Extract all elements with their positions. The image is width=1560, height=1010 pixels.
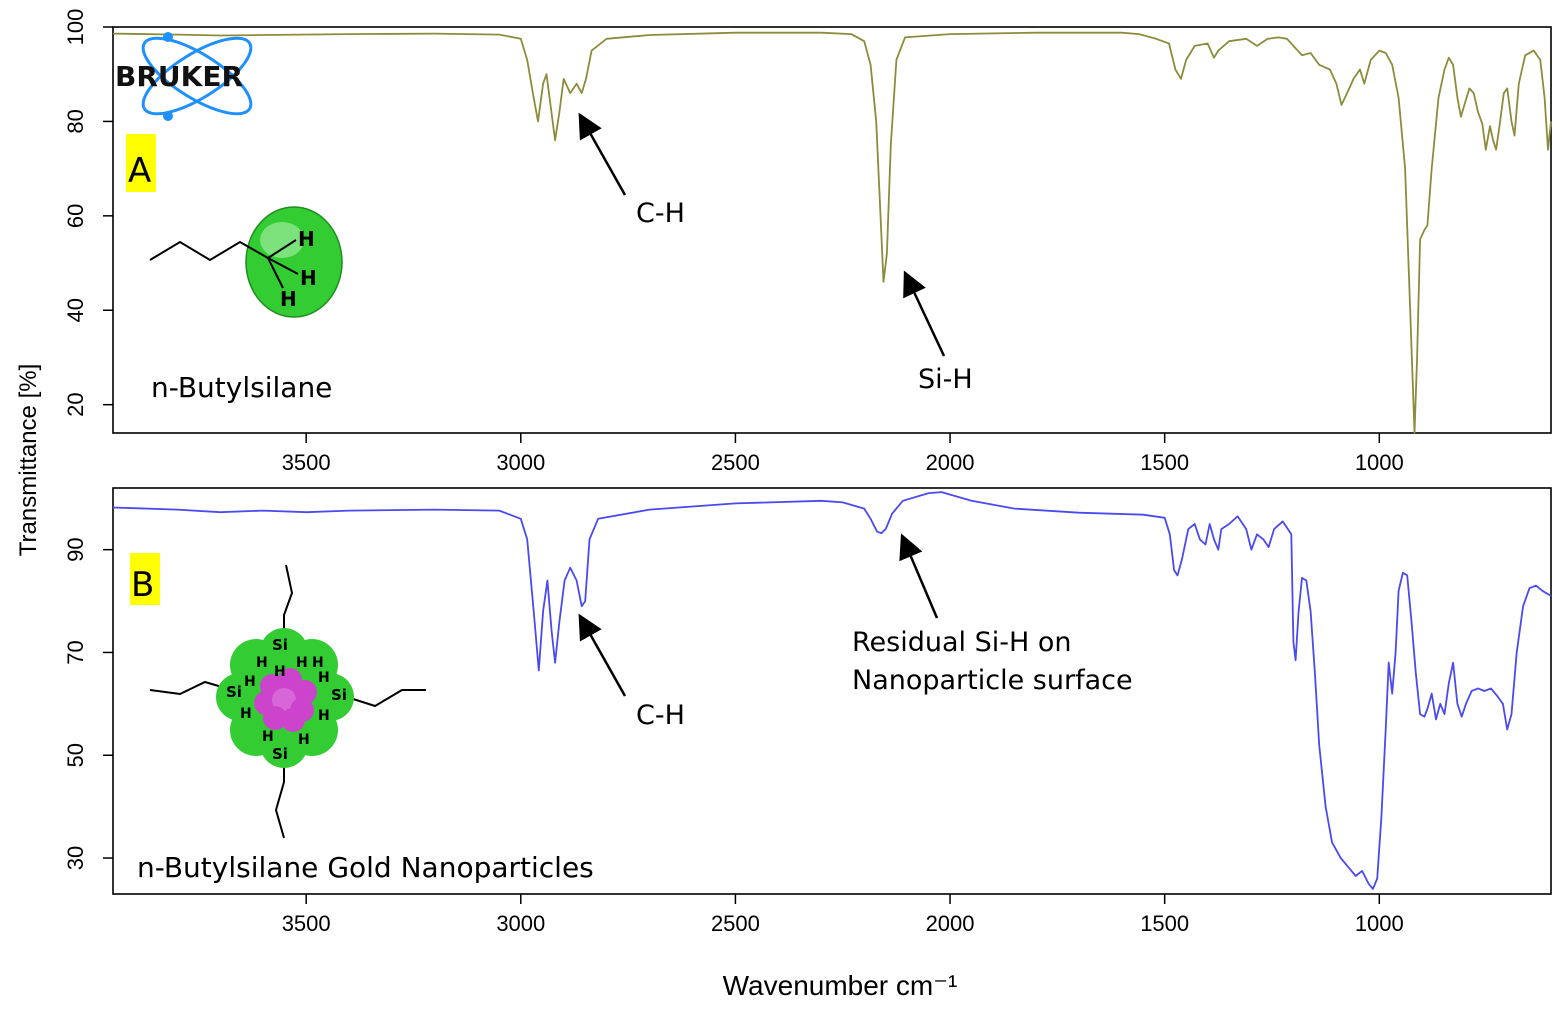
- n-butylsilane-structure: H H H: [149, 206, 343, 318]
- ticks-layer: 3500 3000 2500 2000 1500 1000 20 40 60 80 100 3500 3…: [63, 9, 1404, 936]
- atom-orbit-icon: [141, 32, 253, 121]
- y-tick-label: 70: [63, 640, 88, 664]
- panel-b-letter: B: [131, 565, 154, 605]
- svg-text:Nanoparticle surface: Nanoparticle surface: [852, 665, 1133, 696]
- annotation-a-sih: Si-H: [903, 270, 973, 395]
- gold-nanoparticle-structure: Si Si Si Si H H H H H H H H H H: [149, 564, 426, 839]
- panel-b-highlight: [130, 553, 160, 605]
- bruker-logo: BRUKER: [115, 32, 253, 121]
- y-tick-label: 50: [63, 743, 88, 767]
- svg-text:Residual Si-H on: Residual Si-H on: [852, 627, 1072, 658]
- svg-text:H: H: [312, 655, 324, 671]
- gold-cluster: [254, 668, 317, 732]
- y-tick-label: 30: [63, 846, 88, 870]
- svg-text:Si: Si: [272, 745, 288, 763]
- svg-text:H: H: [244, 674, 256, 690]
- series-layer: [112, 31, 1552, 890]
- x-tick-label: 2000: [926, 450, 975, 475]
- x-tick-label: 2500: [711, 911, 760, 936]
- annotation-b-residual-sih: Residual Si-H on Nanoparticle surface: [852, 533, 1133, 696]
- svg-text:H: H: [318, 708, 330, 724]
- y-tick-label: 60: [63, 204, 88, 228]
- svg-text:H: H: [296, 655, 308, 671]
- spectrum-line-a: [112, 31, 1552, 434]
- panel-a-frame: [112, 26, 1552, 434]
- svg-text:H: H: [300, 266, 317, 290]
- x-tick-label: 2500: [711, 450, 760, 475]
- panel-b-compound-label: n-Butylsilane Gold Nanoparticles: [137, 851, 594, 884]
- x-tick-label: 3500: [282, 911, 331, 936]
- x-tick-label: 2000: [926, 911, 975, 936]
- svg-text:Si: Si: [226, 683, 242, 701]
- y-tick-label: 80: [63, 109, 88, 133]
- svg-text:Si: Si: [272, 636, 288, 654]
- annotation-a-ch: C-H: [578, 112, 685, 229]
- svg-text:C-H: C-H: [636, 700, 685, 731]
- svg-text:H: H: [256, 655, 268, 671]
- panel-a-highlight: [126, 134, 156, 192]
- svg-text:Si: Si: [331, 686, 347, 704]
- svg-text:H: H: [240, 706, 252, 722]
- x-tick-label: 1500: [1140, 450, 1189, 475]
- y-tick-label: 100: [63, 9, 88, 46]
- x-tick-label: 3500: [282, 450, 331, 475]
- svg-text:H: H: [298, 227, 315, 251]
- svg-text:H: H: [274, 664, 286, 680]
- x-tick-label: 1000: [1355, 911, 1404, 936]
- svg-text:C-H: C-H: [636, 198, 685, 229]
- y-axis-title: Transmittance [%]: [15, 364, 42, 557]
- svg-text:H: H: [262, 729, 274, 745]
- annotation-b-ch: C-H: [578, 613, 685, 731]
- panel-a-compound-label: n-Butylsilane: [151, 371, 332, 404]
- panel-b-frame: [112, 487, 1552, 895]
- x-tick-label: 3000: [496, 911, 545, 936]
- x-tick-label: 1000: [1355, 450, 1404, 475]
- x-tick-label: 3000: [496, 450, 545, 475]
- x-axis-title: Wavenumber cm⁻¹: [723, 970, 958, 1001]
- svg-text:H: H: [298, 732, 310, 748]
- svg-text:Si-H: Si-H: [918, 364, 973, 395]
- panel-a-letter: A: [128, 151, 151, 191]
- logo-text: BRUKER: [115, 60, 243, 93]
- svg-text:H: H: [280, 287, 297, 311]
- spectrum-line-b: [112, 491, 1552, 890]
- y-tick-label: 40: [63, 298, 88, 322]
- x-tick-label: 1500: [1140, 911, 1189, 936]
- y-tick-label: 90: [63, 537, 88, 561]
- y-tick-label: 20: [63, 392, 88, 416]
- svg-text:H: H: [318, 670, 330, 686]
